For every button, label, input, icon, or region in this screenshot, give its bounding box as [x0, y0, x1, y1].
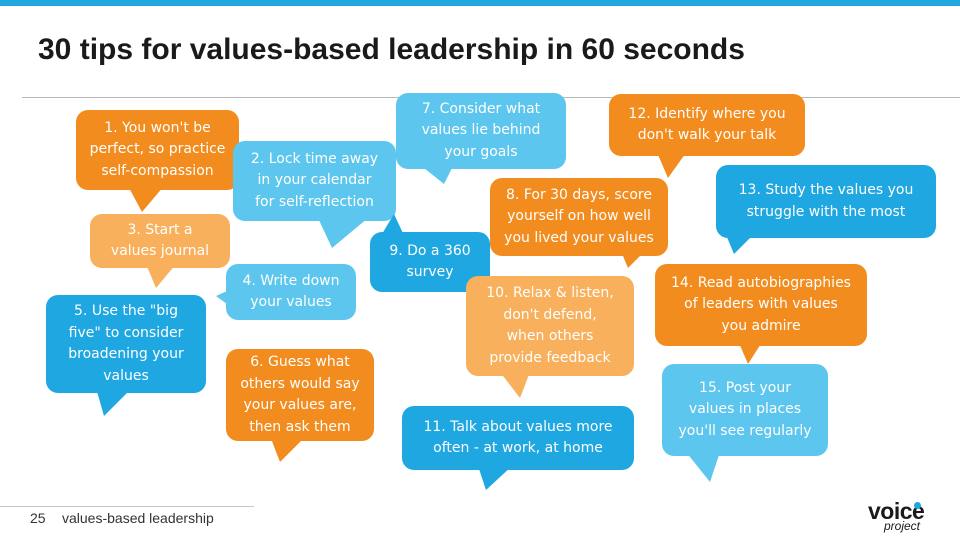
speech-tail: [318, 218, 368, 248]
tip-text-14: 14. Read autobiographies of leaders with…: [671, 274, 851, 334]
speech-tail: [500, 372, 530, 398]
logo-dot-icon: [914, 502, 921, 509]
tip-bubble-5: 5. Use the "big five" to consider broade…: [46, 295, 206, 393]
speech-tail: [686, 452, 720, 482]
tip-text-12: 12. Identify where you don't walk your t…: [628, 105, 786, 144]
speech-tail: [128, 186, 164, 212]
tip-bubble-15: 15. Post your values in places you'll se…: [662, 364, 828, 456]
tip-text-4: 4. Write down your values: [242, 272, 340, 311]
tip-text-1: 1. You won't be perfect, so practice sel…: [89, 119, 226, 179]
tip-bubble-11: 11. Talk about values more often - at wo…: [402, 406, 634, 470]
tip-bubble-10: 10. Relax & listen, don't defend, when o…: [466, 276, 634, 376]
speech-tail: [146, 264, 176, 288]
slide-title: 30 tips for values-based leadership in 6…: [38, 33, 745, 66]
top-accent-bar: [0, 0, 960, 6]
tip-text-9: 9. Do a 360 survey: [389, 242, 471, 281]
tip-bubble-9: 9. Do a 360 survey: [370, 232, 490, 292]
tip-bubble-12: 12. Identify where you don't walk your t…: [609, 94, 805, 156]
tip-bubble-6: 6. Guess what others would say your valu…: [226, 349, 374, 441]
tip-text-10: 10. Relax & listen, don't defend, when o…: [486, 285, 614, 366]
tip-text-6: 6. Guess what others would say your valu…: [240, 354, 360, 435]
tip-bubble-7: 7. Consider what values lie behind your …: [396, 93, 566, 169]
tip-bubble-8: 8. For 30 days, score yourself on how we…: [490, 178, 668, 256]
logo-wordmark-top: voice: [868, 498, 925, 524]
speech-tail: [478, 466, 512, 490]
tip-text-7: 7. Consider what values lie behind your …: [421, 100, 541, 160]
tip-text-11: 11. Talk about values more often - at wo…: [423, 418, 613, 457]
tip-bubble-3: 3. Start a values journal: [90, 214, 230, 268]
tip-bubble-2: 2. Lock time away in your calendar for s…: [233, 141, 396, 221]
tip-text-5: 5. Use the "big five" to consider broade…: [68, 303, 184, 384]
tip-text-2: 2. Lock time away in your calendar for s…: [250, 150, 379, 210]
tip-bubble-14: 14. Read autobiographies of leaders with…: [655, 264, 867, 346]
tip-text-15: 15. Post your values in places you'll se…: [678, 379, 812, 439]
tip-bubble-1: 1. You won't be perfect, so practice sel…: [76, 110, 239, 190]
logo-wordmark-bottom: project: [884, 519, 921, 533]
page-number: 25: [30, 510, 46, 526]
tip-text-13: 13. Study the values you struggle with t…: [738, 182, 914, 220]
tip-bubble-4: 4. Write down your values: [226, 264, 356, 320]
tip-text-8: 8. For 30 days, score yourself on how we…: [504, 186, 654, 246]
tip-text-3: 3. Start a values journal: [110, 221, 210, 260]
voice-project-logo: voice project: [862, 500, 934, 536]
footer-divider: [0, 506, 254, 507]
footer-label: values-based leadership: [62, 510, 214, 526]
tip-bubble-13: 13. Study the values you struggle with t…: [716, 165, 936, 238]
